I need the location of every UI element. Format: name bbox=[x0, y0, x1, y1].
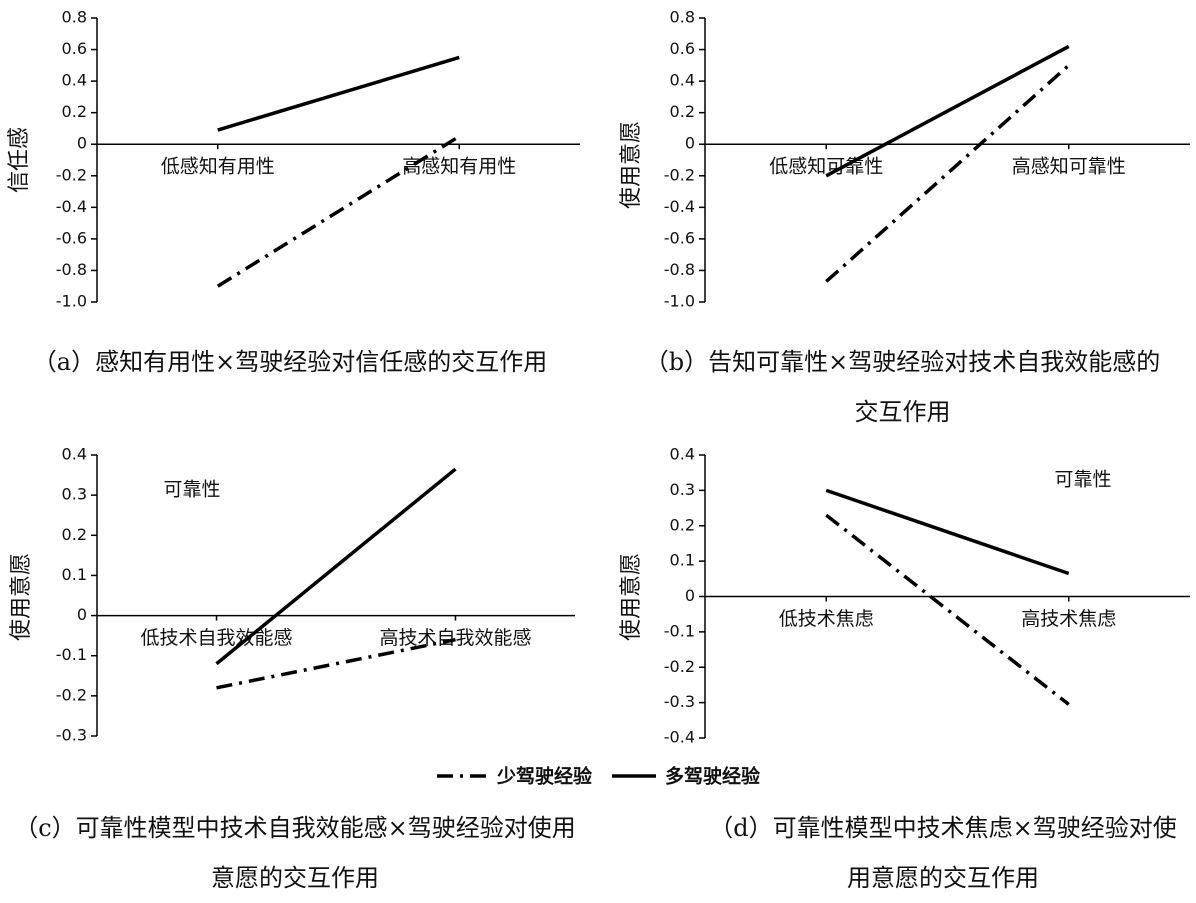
y-tick-label: 0 bbox=[685, 134, 695, 153]
x-tick-label: 高感知有用性 bbox=[402, 156, 516, 178]
annotation: 可靠性 bbox=[1054, 469, 1111, 491]
y-tick-label: -0.2 bbox=[664, 165, 695, 184]
y-tick-label: 0.2 bbox=[670, 102, 695, 121]
x-tick-label: 高技术焦虑 bbox=[1021, 608, 1116, 630]
caption: （c）可靠性模型中技术自我效能感×驾驶经验对使用意愿的交互作用 bbox=[14, 814, 576, 892]
series-line bbox=[825, 488, 1070, 576]
y-tick-label: -0.2 bbox=[664, 657, 695, 676]
y-tick-label: 0.2 bbox=[62, 102, 87, 121]
y-axis-label: 使用意愿 bbox=[9, 553, 34, 641]
y-tick-label: -0.3 bbox=[56, 726, 87, 745]
series-line bbox=[216, 134, 461, 288]
y-tick-label: 0 bbox=[685, 586, 695, 605]
caption: （b）告知可靠性×驾驶经验对技术自我效能感的交互作用 bbox=[644, 348, 1161, 426]
x-tick-label: 低技术自我效能感 bbox=[140, 627, 292, 649]
y-tick-label: 0.4 bbox=[670, 445, 695, 464]
y-tick-label: 0.8 bbox=[62, 8, 87, 27]
y-tick-label: -0.8 bbox=[664, 260, 695, 279]
y-tick-label: 0.6 bbox=[62, 39, 87, 58]
y-tick-label: -0.1 bbox=[664, 621, 695, 640]
y-tick-label: -1.0 bbox=[664, 292, 695, 311]
caption: （a）感知有用性×驾驶经验对信任感的交互作用 bbox=[32, 348, 548, 376]
y-tick-label: -0.2 bbox=[56, 165, 87, 184]
series-line bbox=[217, 55, 460, 132]
x-tick-label: 低技术焦虑 bbox=[779, 608, 874, 630]
y-tick-label: -0.2 bbox=[56, 685, 87, 704]
y-tick-label: 0.4 bbox=[62, 71, 87, 90]
y-tick-label: -0.4 bbox=[56, 197, 87, 216]
y-tick-label: -0.4 bbox=[664, 197, 695, 216]
series-line bbox=[825, 44, 1070, 178]
y-tick-label: 0.2 bbox=[62, 525, 87, 544]
y-tick-label: 0.2 bbox=[670, 515, 695, 534]
x-tick-label: 高感知可靠性 bbox=[1012, 156, 1126, 178]
x-tick-label: 低感知有用性 bbox=[161, 156, 275, 178]
legend-label: 少驾驶经验 bbox=[496, 765, 593, 788]
y-tick-label: 0.3 bbox=[62, 485, 87, 504]
y-axis-label: 使用意愿 bbox=[619, 553, 644, 641]
y-tick-label: 0.6 bbox=[670, 39, 695, 58]
series-line bbox=[825, 64, 1070, 283]
y-tick-label: -0.4 bbox=[664, 728, 695, 747]
y-tick-label: 0.1 bbox=[62, 565, 87, 584]
y-tick-label: 0.4 bbox=[670, 71, 695, 90]
series-line bbox=[216, 637, 456, 690]
y-tick-label: -0.8 bbox=[56, 260, 87, 279]
y-tick-label: -0.6 bbox=[664, 228, 695, 247]
y-tick-label: -0.1 bbox=[56, 645, 87, 664]
y-tick-label: 0.3 bbox=[670, 480, 695, 499]
legend-label: 多驾驶经验 bbox=[665, 765, 761, 788]
y-tick-label: 0 bbox=[77, 134, 87, 153]
y-tick-label: -0.3 bbox=[664, 692, 695, 711]
y-tick-label: 0.8 bbox=[670, 8, 695, 27]
y-tick-label: 0 bbox=[77, 605, 87, 624]
y-tick-label: -1.0 bbox=[56, 292, 87, 311]
caption: （d）可靠性模型中技术焦虑×驾驶经验对使用意愿的交互作用 bbox=[709, 814, 1177, 892]
y-axis-label: 信任感 bbox=[7, 127, 32, 193]
y-tick-label: -0.6 bbox=[56, 228, 87, 247]
y-tick-label: 0.4 bbox=[62, 445, 87, 464]
series-line bbox=[215, 467, 457, 666]
x-tick-label: 高技术自我效能感 bbox=[379, 627, 531, 649]
y-tick-label: 0.1 bbox=[670, 551, 695, 570]
annotation: 可靠性 bbox=[163, 479, 220, 501]
series-line bbox=[825, 513, 1070, 706]
y-axis-label: 使用意愿 bbox=[619, 121, 644, 209]
